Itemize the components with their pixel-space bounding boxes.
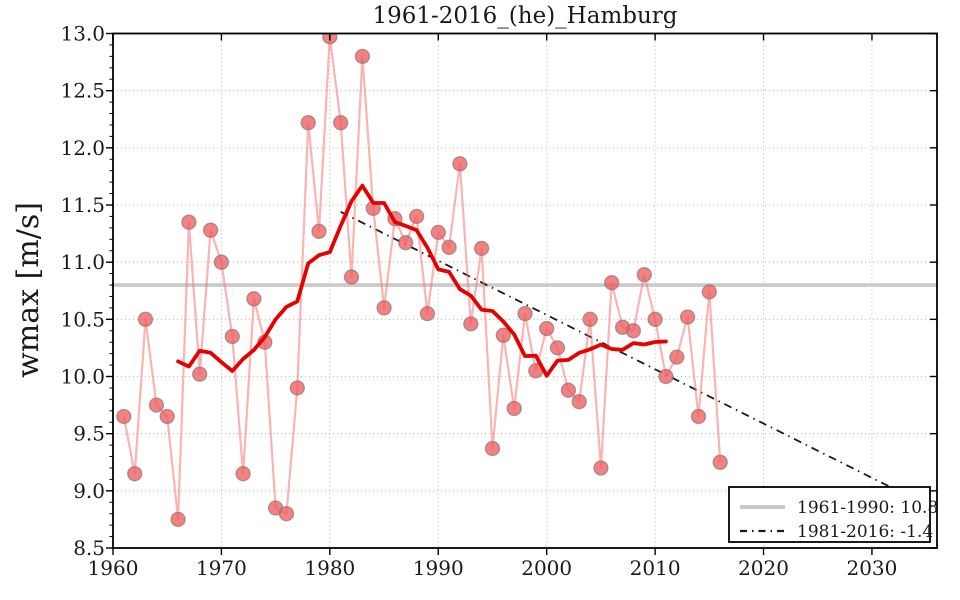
data-point-marker: [192, 366, 208, 382]
data-point-marker: [593, 460, 609, 476]
y-axis-label: wmax [m/s]: [11, 202, 46, 378]
data-point-marker: [582, 311, 598, 327]
data-point-marker: [690, 408, 707, 425]
x-tick-label: 1990: [413, 556, 464, 580]
x-tick-label: 2000: [521, 556, 572, 580]
legend: 1961-1990: 10.8 1981-2016: -1.4: [728, 486, 938, 543]
data-point-marker: [148, 397, 165, 413]
data-layer: [116, 33, 728, 528]
x-tick-label: 2020: [738, 556, 789, 580]
chart-title: 1961-2016_(he)_Hamburg: [372, 3, 677, 29]
data-point-marker: [636, 267, 652, 283]
x-tick-label: 2010: [630, 556, 681, 580]
data-point-marker: [127, 466, 143, 482]
mean-layer: [176, 183, 668, 378]
data-point-marker: [170, 511, 186, 528]
data-point-marker: [181, 214, 197, 230]
data-point-marker: [495, 327, 511, 343]
data-point-marker: [213, 254, 230, 270]
data-point-marker: [159, 408, 175, 425]
legend-label-ref: 1961-1990: 10.8: [797, 498, 938, 518]
y-tick-label: 10.5: [60, 307, 105, 331]
overlay-layer: [113, 211, 937, 504]
data-point-marker: [116, 408, 132, 425]
data-point-marker: [311, 223, 327, 239]
annual-series-line: [122, 35, 722, 521]
y-tick-label: 9.5: [73, 422, 105, 446]
data-point-marker: [549, 340, 566, 356]
y-tick-label: 12.0: [60, 136, 105, 160]
data-point-marker: [289, 380, 305, 396]
data-point-marker: [333, 115, 349, 131]
y-tick-label: 11.5: [60, 193, 105, 217]
y-tick-label: 10.0: [60, 365, 105, 389]
running-mean-line: [176, 183, 668, 378]
data-point-marker: [625, 323, 642, 339]
trend-line: [340, 211, 922, 504]
legend-label-trend: 1981-2016: -1.4: [797, 522, 933, 542]
data-point-marker: [463, 316, 479, 332]
legend-box: [728, 486, 931, 543]
data-point-marker: [452, 156, 468, 172]
data-point-marker: [376, 300, 392, 316]
y-tick-label: 8.5: [73, 536, 105, 560]
data-point-marker: [571, 394, 587, 410]
data-point-marker: [484, 440, 501, 457]
data-point-marker: [560, 382, 577, 398]
x-tick-label: 1960: [88, 556, 139, 580]
y-tick-label: 12.5: [60, 79, 105, 103]
data-point-marker: [430, 224, 446, 241]
data-point-marker: [712, 454, 728, 470]
data-point-marker: [647, 311, 663, 327]
data-point-marker: [658, 368, 674, 385]
data-point-marker: [235, 466, 251, 482]
axes-layer: [106, 32, 938, 555]
x-tick-label: 1980: [304, 556, 355, 580]
data-point-marker: [669, 349, 685, 365]
data-point-marker: [408, 208, 425, 225]
x-tick-label: 1970: [196, 556, 247, 580]
data-point-marker: [604, 275, 620, 291]
y-tick-label: 11.0: [60, 250, 105, 274]
y-tick-label: 9.0: [73, 479, 105, 503]
ticklabel-layer: 1960 1970 1980 1990 2000 2010 2020 2030 8.5 9.0 9.…: [60, 22, 897, 581]
data-point-marker: [539, 320, 555, 337]
data-point-marker: [300, 115, 316, 131]
data-point-marker: [246, 291, 262, 307]
data-point-marker: [419, 305, 436, 322]
data-point-marker: [679, 309, 696, 325]
data-point-marker: [278, 506, 295, 522]
data-point-marker: [473, 240, 490, 257]
axis-spine: [112, 32, 938, 549]
data-point-marker: [354, 48, 371, 65]
x-tick-label: 2030: [846, 556, 897, 580]
data-point-marker: [506, 400, 522, 417]
data-point-marker: [202, 222, 219, 238]
data-point-marker: [224, 328, 240, 345]
data-point-marker: [137, 311, 154, 327]
y-tick-label: 13.0: [60, 22, 105, 46]
data-point-marker: [343, 269, 360, 285]
data-point-marker: [701, 284, 717, 300]
data-point-marker: [398, 235, 414, 251]
data-point-marker: [517, 305, 533, 322]
data-point-marker: [441, 239, 457, 255]
